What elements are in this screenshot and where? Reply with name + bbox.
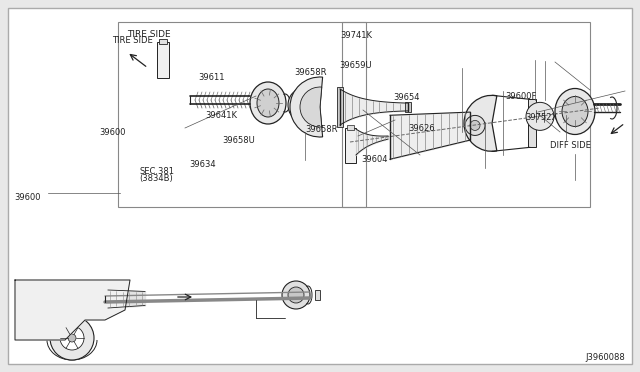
Circle shape	[282, 281, 310, 309]
Ellipse shape	[555, 89, 595, 135]
Circle shape	[311, 99, 315, 103]
Bar	[159, 39, 167, 44]
Text: TIRE SIDE: TIRE SIDE	[127, 29, 171, 38]
Text: 39752X: 39752X	[525, 113, 557, 122]
Circle shape	[465, 115, 485, 135]
Bar	[528, 99, 536, 147]
Ellipse shape	[257, 89, 279, 117]
Wedge shape	[300, 87, 322, 127]
Bar	[315, 290, 320, 300]
Text: J3960088: J3960088	[585, 353, 625, 362]
Text: (3834B): (3834B)	[140, 174, 173, 183]
Text: 39604: 39604	[362, 155, 388, 164]
Text: 39658R: 39658R	[305, 125, 338, 134]
Wedge shape	[290, 77, 323, 137]
Text: 39654: 39654	[394, 93, 420, 102]
Circle shape	[50, 316, 94, 360]
Text: SEC.381: SEC.381	[140, 167, 175, 176]
Text: 39600: 39600	[14, 193, 40, 202]
Text: 39611: 39611	[198, 73, 225, 81]
Bar	[345, 128, 356, 163]
Bar	[337, 87, 343, 127]
Bar	[342, 22, 590, 207]
Text: 39600F: 39600F	[506, 92, 537, 101]
Circle shape	[294, 93, 310, 109]
Text: 39600: 39600	[99, 128, 125, 137]
Text: 39658U: 39658U	[223, 136, 255, 145]
Text: 39658R: 39658R	[294, 68, 327, 77]
Ellipse shape	[250, 82, 286, 124]
Bar	[118, 22, 366, 207]
Bar	[405, 102, 411, 112]
Text: 39626: 39626	[408, 124, 435, 132]
Ellipse shape	[288, 89, 316, 121]
Circle shape	[294, 109, 298, 112]
Wedge shape	[464, 95, 497, 151]
Circle shape	[68, 334, 76, 342]
Text: 39659U: 39659U	[339, 61, 372, 70]
Bar	[157, 42, 169, 78]
Circle shape	[470, 121, 480, 131]
Text: 39741K: 39741K	[340, 31, 372, 39]
Text: DIFF SIDE: DIFF SIDE	[550, 141, 591, 150]
Text: 39634: 39634	[189, 160, 216, 169]
Circle shape	[526, 102, 554, 130]
Polygon shape	[15, 280, 130, 340]
Ellipse shape	[562, 96, 588, 126]
Text: 39641K: 39641K	[205, 111, 237, 120]
Bar	[347, 125, 354, 130]
Circle shape	[60, 326, 84, 350]
Text: TIRE SIDE: TIRE SIDE	[112, 36, 153, 45]
Circle shape	[294, 90, 298, 93]
Circle shape	[288, 287, 304, 303]
